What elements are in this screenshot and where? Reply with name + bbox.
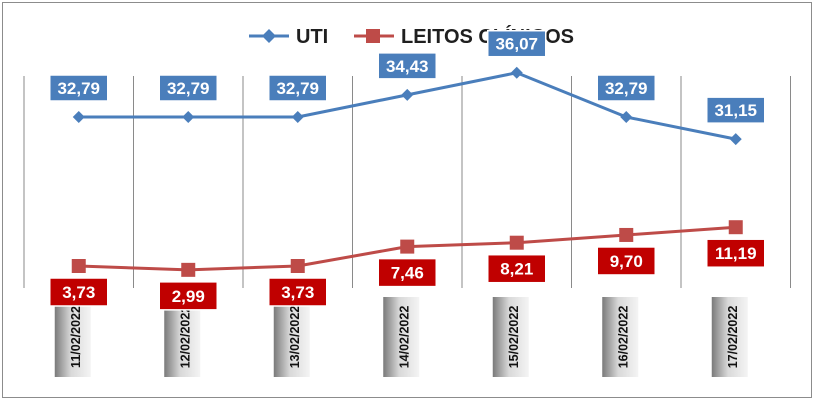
x-tick-label: 17/02/2022 <box>726 306 740 369</box>
data-label-uti: 34,43 <box>386 57 429 76</box>
x-tick-label: 16/02/2022 <box>617 306 631 369</box>
data-label-leitos: 2,99 <box>172 287 205 306</box>
data-label-leitos: 3,73 <box>281 283 314 302</box>
point-uti <box>72 111 85 123</box>
point-uti <box>729 133 742 146</box>
data-label-box-leitos <box>377 257 437 288</box>
point-leitos <box>400 239 415 254</box>
data-label-leitos: 7,46 <box>391 264 424 283</box>
tick-label-box <box>711 297 748 377</box>
data-label-box-leitos <box>268 277 328 307</box>
point-leitos <box>619 227 634 242</box>
data-label-box-uti <box>158 74 218 102</box>
data-label-box-uti <box>49 74 109 102</box>
data-labels: 32,79 32,79 32,79 34,43 36,07 32,79 31,15 3,73 2… <box>49 29 766 311</box>
legend-label-uti: UTI <box>296 26 328 48</box>
tick-label-box <box>383 297 420 377</box>
data-label-leitos: 8,21 <box>500 260 533 279</box>
data-label-uti: 32,79 <box>276 79 319 98</box>
point-uti <box>401 88 414 101</box>
point-uti <box>291 111 304 123</box>
point-leitos <box>71 259 86 273</box>
point-leitos <box>181 262 196 277</box>
data-label-box-leitos <box>706 238 766 268</box>
point-uti <box>510 66 523 79</box>
x-axis-ticks: 11/02/2022 12/02/2022 13/02/2022 14/02/2022… <box>54 297 748 377</box>
data-label-box-uti <box>377 52 437 80</box>
data-label-box-leitos <box>49 277 109 307</box>
gridlines <box>23 76 791 288</box>
data-label-uti: 31,15 <box>714 101 757 120</box>
x-tick-label: 14/02/2022 <box>398 306 412 369</box>
tick-label-box <box>492 297 529 377</box>
legend-item-uti: UTI <box>249 26 328 48</box>
tick-label-box <box>273 297 310 377</box>
x-tick-label: 12/02/2022 <box>179 306 193 369</box>
x-tick-label: 13/02/2022 <box>288 306 302 369</box>
data-label-box-leitos <box>596 246 656 276</box>
x-tick-label: 11/02/2022 <box>69 306 83 368</box>
x-tick-label: 15/02/2022 <box>507 306 521 369</box>
data-label-box-uti <box>268 74 328 102</box>
series <box>71 66 743 277</box>
data-label-uti: 32,79 <box>57 79 100 98</box>
data-label-box-uti <box>487 29 547 58</box>
point-uti <box>182 111 195 123</box>
tick-label-box <box>54 297 91 377</box>
data-label-leitos: 3,73 <box>62 283 95 302</box>
legend-square-icon <box>366 29 380 43</box>
point-leitos <box>290 259 305 273</box>
data-label-leitos: 9,70 <box>610 252 643 271</box>
point-leitos <box>728 220 743 235</box>
point-uti <box>620 111 633 123</box>
point-leitos <box>509 235 524 250</box>
data-label-box-leitos <box>158 281 218 311</box>
data-label-uti: 32,79 <box>605 79 648 98</box>
tick-label-box <box>602 297 639 377</box>
data-label-box-uti <box>706 96 766 124</box>
legend-diamond-icon <box>262 29 276 43</box>
data-label-uti: 36,07 <box>495 35 538 54</box>
data-label-leitos: 11,19 <box>715 244 757 263</box>
data-label-box-uti <box>596 74 656 102</box>
data-label-uti: 32,79 <box>167 79 210 98</box>
data-label-box-leitos <box>487 253 547 284</box>
